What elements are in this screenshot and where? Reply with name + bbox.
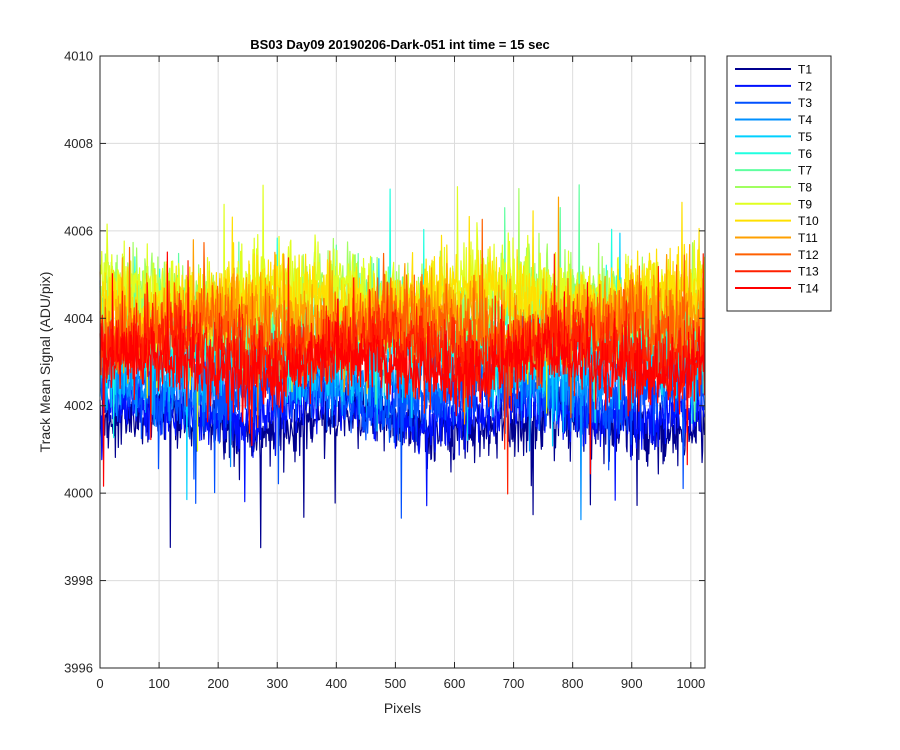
- x-tick-label: 1000: [676, 676, 705, 691]
- legend-label-t11: T11: [798, 231, 818, 245]
- x-tick-label: 900: [621, 676, 643, 691]
- legend-label-t3: T3: [798, 96, 812, 110]
- x-axis-label: Pixels: [384, 700, 421, 716]
- legend: T1 T2 T3 T4 T5 T6 T7 T8 T9 T10 T11 T12 T13 T14: [726, 55, 832, 312]
- y-tick-label: 4002: [64, 398, 93, 413]
- series-line-t14: [99, 251, 706, 487]
- y-tick-label: 4008: [64, 136, 93, 151]
- legend-label-t2: T2: [798, 79, 812, 93]
- x-tick-label: 100: [148, 676, 170, 691]
- legend-label-t10: T10: [798, 214, 819, 228]
- series-line-t13: [99, 253, 706, 495]
- axis-ticks: 0 100 200 300 400 500 600 700 800 900 1000 3996 3998…: [64, 49, 705, 692]
- legend-label-t5: T5: [798, 130, 812, 144]
- plot-area: 0 100 200 300 400 500 600 700 800 900 1000 3996 3998…: [64, 49, 706, 692]
- legend-label-t7: T7: [798, 164, 812, 178]
- y-tick-label: 4004: [64, 311, 93, 326]
- legend-box: [726, 55, 832, 312]
- legend-label-t9: T9: [798, 197, 812, 211]
- y-tick-label: 4006: [64, 223, 93, 238]
- legend-label-t12: T12: [798, 248, 819, 262]
- legend-label-t6: T6: [798, 147, 812, 161]
- series-layer: [99, 184, 706, 549]
- legend-label-t13: T13: [798, 265, 819, 279]
- x-tick-label: 300: [266, 676, 288, 691]
- y-axis-label: Track Mean Signal (ADU/pix): [37, 272, 53, 453]
- plot-frame: [99, 55, 706, 669]
- y-tick-label: 3996: [64, 661, 93, 676]
- y-tick-label: 4000: [64, 486, 93, 501]
- x-tick-label: 800: [562, 676, 584, 691]
- x-tick-label: 500: [385, 676, 407, 691]
- legend-label-t4: T4: [798, 113, 812, 127]
- x-tick-label: 200: [207, 676, 229, 691]
- chart-title: BS03 Day09 20190206-Dark-051 int time = …: [250, 37, 550, 52]
- x-tick-label: 400: [325, 676, 347, 691]
- x-tick-label: 700: [503, 676, 525, 691]
- x-tick-label: 600: [444, 676, 466, 691]
- y-tick-label: 4010: [64, 49, 93, 64]
- legend-label-t8: T8: [798, 180, 812, 194]
- y-tick-label: 3998: [64, 573, 93, 588]
- legend-label-t1: T1: [798, 63, 812, 77]
- x-tick-label: 0: [96, 676, 103, 691]
- legend-label-t14: T14: [798, 282, 819, 296]
